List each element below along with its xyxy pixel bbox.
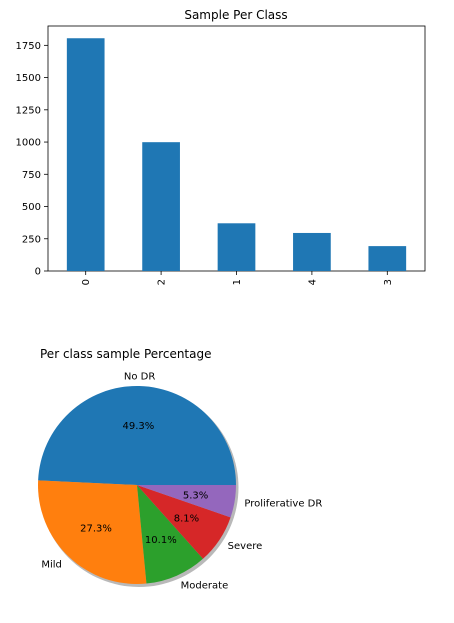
pie-pct-mild: 27.3% [80,524,112,535]
pie-slice-severe [137,485,231,559]
x-tick-label: 3 [383,279,394,285]
y-tick-label: 1500 [16,73,41,84]
pie-pct-severe: 8.1% [174,513,199,524]
pie-label-mild: Mild [41,559,62,570]
pie-label-no-dr: No DR [124,372,155,383]
y-tick-label: 250 [22,234,41,245]
bar-chart-title: Sample Per Class [184,8,287,22]
x-tick-label: 4 [307,279,318,285]
pie-label-moderate: Moderate [181,580,229,591]
pie-pct-moderate: 10.1% [145,535,177,546]
y-tick-label: 750 [22,170,41,181]
bar-4 [293,232,331,271]
pie-pct-no-dr: 49.3% [123,421,155,432]
x-tick-label: 1 [232,279,243,285]
y-tick-label: 0 [35,267,41,278]
y-tick-label: 1000 [16,138,41,149]
x-tick-label: 0 [81,279,92,285]
bar-3 [368,246,407,271]
bar-0 [66,38,105,271]
pie-chart: Per class sample Percentage 49.3% No DR 27… [38,347,322,591]
pie-slice-no-dr [38,386,237,485]
bar-2 [142,142,180,271]
y-tick-label: 1250 [16,105,41,116]
bar-chart: Sample Per Class 0 250 500 750 1000 1250 1500 1… [16,8,426,285]
pie-label-proliferative-dr: Proliferative DR [244,499,322,510]
x-tick-label: 2 [157,279,168,285]
pie-slice-moderate [137,485,203,584]
bar-1 [217,223,256,271]
pie-slice-proliferative-dr [137,485,236,518]
pie-slice-mild [38,480,147,585]
y-tick-label: 500 [22,202,41,213]
pie-pct-proliferative-dr: 5.3% [183,490,208,501]
pie-label-severe: Severe [228,541,263,552]
y-tick-label: 1750 [16,41,41,52]
pie-chart-title: Per class sample Percentage [40,347,212,361]
